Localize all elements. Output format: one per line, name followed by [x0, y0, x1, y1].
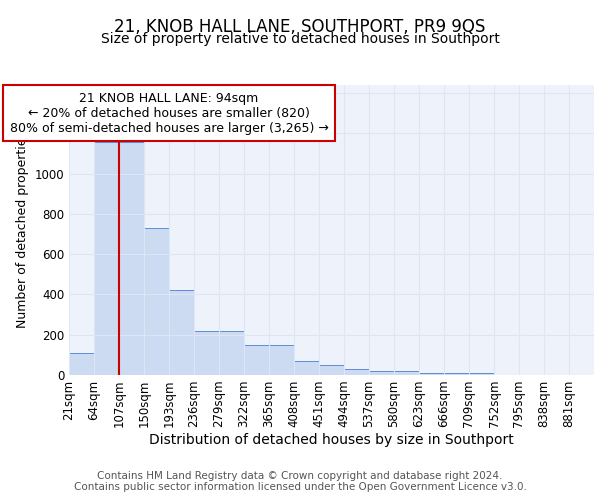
- Bar: [169, 290, 194, 375]
- Text: Size of property relative to detached houses in Southport: Size of property relative to detached ho…: [101, 32, 499, 46]
- Bar: [194, 330, 219, 375]
- Bar: [244, 345, 269, 375]
- Bar: [469, 373, 494, 375]
- Y-axis label: Number of detached properties: Number of detached properties: [16, 132, 29, 328]
- Text: Contains HM Land Registry data © Crown copyright and database right 2024.
Contai: Contains HM Land Registry data © Crown c…: [74, 471, 526, 492]
- Bar: [144, 228, 169, 375]
- Bar: [369, 372, 394, 375]
- Bar: [119, 142, 144, 375]
- Bar: [419, 373, 444, 375]
- Text: 21 KNOB HALL LANE: 94sqm
← 20% of detached houses are smaller (820)
80% of semi-: 21 KNOB HALL LANE: 94sqm ← 20% of detach…: [10, 92, 328, 134]
- X-axis label: Distribution of detached houses by size in Southport: Distribution of detached houses by size …: [149, 433, 514, 447]
- Bar: [344, 369, 369, 375]
- Bar: [319, 365, 344, 375]
- Bar: [444, 373, 469, 375]
- Bar: [394, 372, 419, 375]
- Bar: [219, 330, 244, 375]
- Bar: [69, 354, 94, 375]
- Bar: [94, 142, 119, 375]
- Bar: [294, 361, 319, 375]
- Text: 21, KNOB HALL LANE, SOUTHPORT, PR9 9QS: 21, KNOB HALL LANE, SOUTHPORT, PR9 9QS: [115, 18, 485, 36]
- Bar: [269, 345, 294, 375]
